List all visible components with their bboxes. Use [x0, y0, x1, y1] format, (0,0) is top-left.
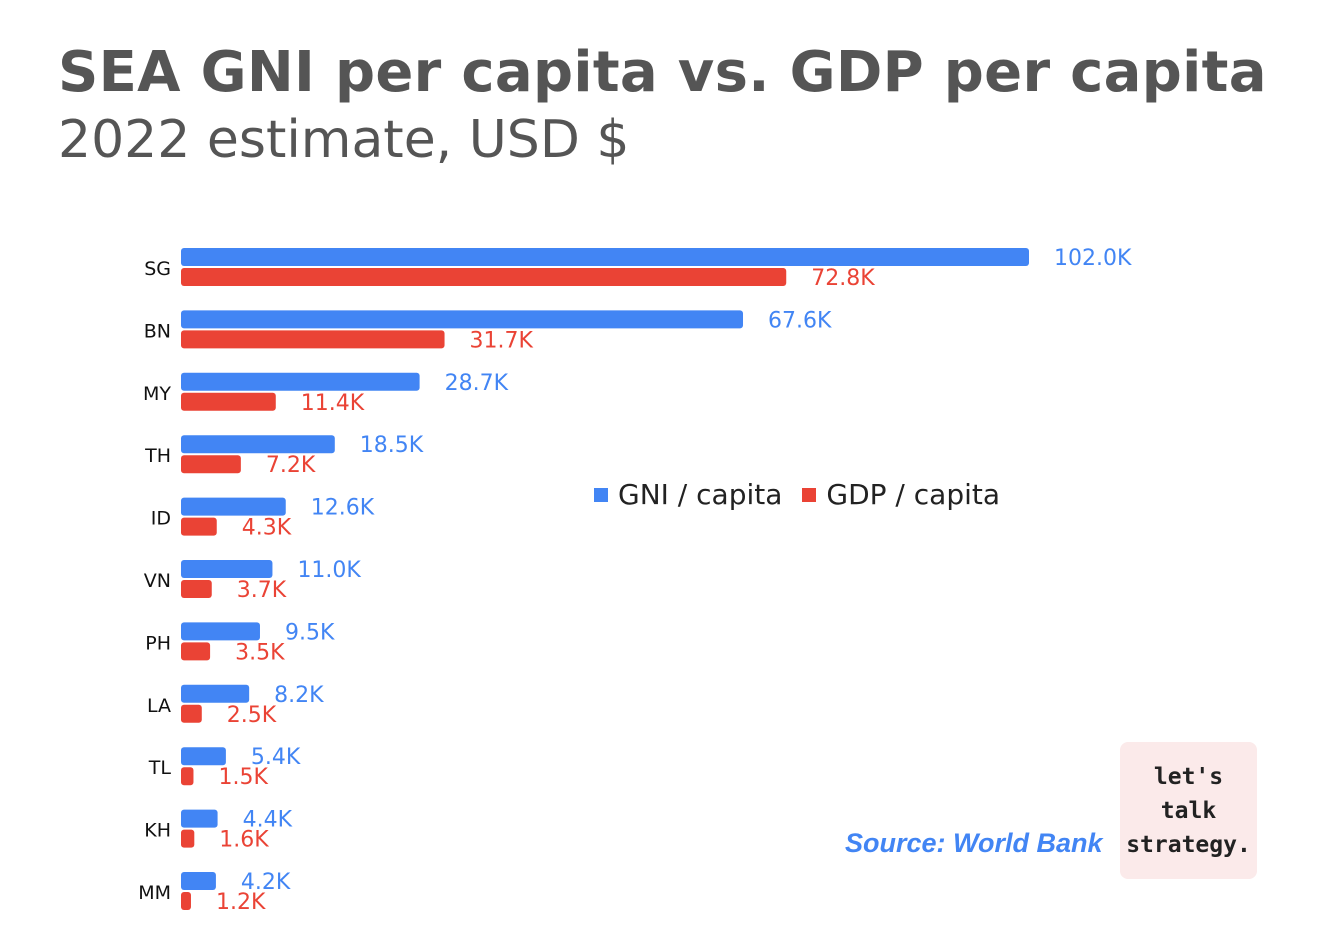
data-label-gni-la: 8.2K: [274, 683, 324, 708]
data-label-gdp-kh: 1.6K: [219, 828, 269, 853]
data-label-gni-ph: 9.5K: [285, 620, 335, 645]
data-label-gni-mm: 4.2K: [241, 870, 291, 895]
badge-line-3: strategy.: [1126, 831, 1251, 858]
bar-gdp-th: [181, 455, 241, 474]
category-label-tl: TL: [148, 757, 172, 779]
data-label-gdp-th: 7.2K: [266, 453, 316, 478]
chart-subtitle: 2022 estimate, USD $: [58, 110, 630, 170]
legend-label-gni: GNI / capita: [618, 478, 783, 511]
data-label-gdp-my: 11.4K: [301, 391, 365, 416]
source-credit: Source: World Bank: [845, 828, 1103, 858]
category-label-id: ID: [151, 508, 171, 530]
category-label-vn: VN: [144, 570, 171, 592]
bar-gdp-la: [181, 704, 202, 723]
legend-swatch-gdp: [802, 487, 817, 502]
data-label-gni-th: 18.5K: [360, 433, 424, 458]
category-label-my: MY: [143, 383, 171, 405]
badge-line-2: talk: [1160, 797, 1217, 824]
category-label-sg: SG: [144, 258, 171, 280]
legend: GNI / capita GDP / capita: [594, 478, 1020, 511]
bar-gni-kh: [181, 809, 218, 828]
data-label-gdp-mm: 1.2K: [216, 890, 266, 915]
bar-gdp-bn: [181, 330, 445, 349]
data-label-gni-id: 12.6K: [311, 496, 375, 521]
brand-badge: let's talk strategy.: [1120, 742, 1257, 879]
bar-gdp-my: [181, 392, 276, 411]
category-label-bn: BN: [144, 320, 171, 342]
legend-swatch-gni: [594, 487, 608, 502]
bar-gni-my: [181, 372, 420, 391]
data-label-gni-vn: 11.0K: [297, 558, 361, 583]
data-label-gdp-la: 2.5K: [227, 703, 277, 728]
legend-item-gni: GNI / capita: [594, 478, 782, 511]
data-label-gdp-id: 4.3K: [242, 516, 292, 541]
bar-gdp-tl: [181, 767, 194, 786]
data-label-gdp-ph: 3.5K: [235, 640, 285, 665]
bar-gdp-mm: [181, 892, 191, 910]
bar-gni-mm: [181, 872, 216, 890]
data-label-gni-tl: 5.4K: [251, 745, 301, 770]
bar-gni-ph: [181, 622, 260, 641]
category-label-la: LA: [147, 695, 171, 717]
chart-title: SEA GNI per capita vs. GDP per capita: [58, 40, 1267, 105]
bar-gni-sg: [181, 248, 1029, 266]
data-label-gdp-bn: 31.7K: [470, 328, 534, 353]
category-label-ph: PH: [145, 632, 171, 654]
bar-gni-vn: [181, 560, 273, 578]
bar-gni-bn: [181, 310, 744, 329]
badge-line-1: let's: [1153, 763, 1224, 790]
legend-label-gdp: GDP / capita: [826, 478, 1001, 511]
data-label-gni-sg: 102.0K: [1054, 246, 1132, 271]
bar-gdp-id: [181, 517, 217, 536]
data-label-gdp-sg: 72.8K: [811, 266, 875, 291]
category-label-mm: MM: [138, 882, 171, 904]
bar-gdp-kh: [181, 829, 195, 848]
bar-gdp-vn: [181, 580, 212, 598]
category-label-kh: KH: [144, 820, 171, 842]
bar-gni-id: [181, 497, 286, 516]
bar-gni-la: [181, 684, 250, 703]
data-label-gni-kh: 4.4K: [243, 808, 293, 833]
data-label-gni-my: 28.7K: [445, 371, 509, 396]
legend-item-gdp: GDP / capita: [802, 478, 1000, 511]
category-label-th: TH: [144, 445, 171, 467]
bar-gni-th: [181, 435, 335, 454]
bar-gdp-sg: [181, 268, 787, 286]
data-label-gdp-tl: 1.5K: [218, 765, 268, 790]
data-label-gdp-vn: 3.7K: [237, 578, 287, 603]
data-label-gni-bn: 67.6K: [768, 308, 832, 333]
bar-gdp-ph: [181, 642, 211, 661]
bar-gni-tl: [181, 747, 226, 766]
